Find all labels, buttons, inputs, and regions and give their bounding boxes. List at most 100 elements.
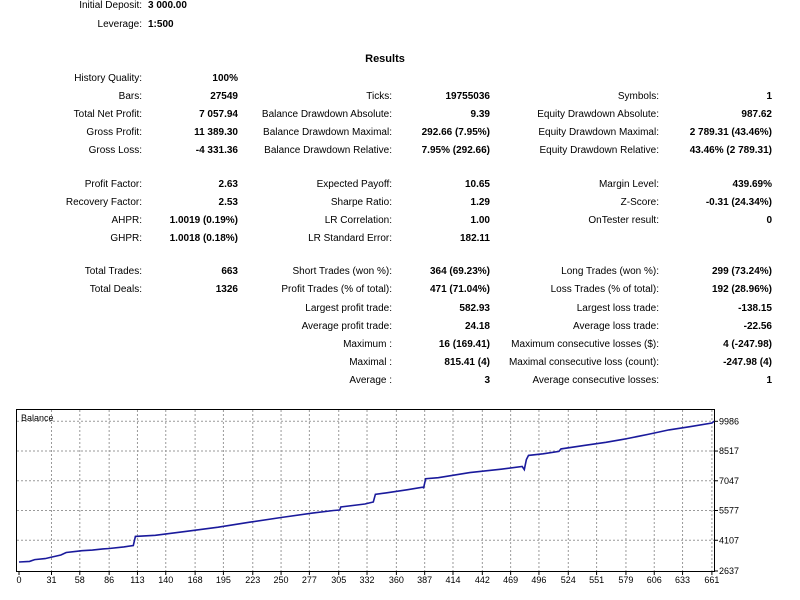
y-axis: 2637 4107 5577 7047 8517 9986	[714, 416, 739, 576]
z-score-value: -0.31 (24.34%)	[705, 197, 772, 208]
x-tick-label: 195	[216, 575, 231, 585]
series-layer	[18, 420, 715, 563]
x-tick-label: 387	[417, 575, 432, 585]
maximal-consec-loss-label: Maximal consecutive loss (count):	[508, 357, 659, 368]
lr-std-error-value: 182.11	[459, 233, 490, 244]
ticks-label: Ticks:	[366, 91, 392, 102]
avg-loss-label: Average loss trade:	[573, 321, 659, 332]
x-tick-label: 606	[647, 575, 662, 585]
y-tick-label: 4107	[719, 535, 739, 545]
grid	[17, 410, 714, 571]
balance-dd-max-value: 292.66 (7.95%)	[421, 127, 490, 138]
x-tick-label: 223	[245, 575, 260, 585]
long-trades-label: Long Trades (won %):	[561, 266, 659, 277]
profit-factor-label: Profit Factor:	[84, 179, 142, 190]
avg-loss-value: -22.56	[743, 321, 772, 332]
ghpr-label: GHPR:	[110, 233, 142, 244]
maximal-consec-loss-value: -247.98 (4)	[723, 357, 772, 368]
x-tick-label: 661	[704, 575, 719, 585]
short-trades-label: Short Trades (won %):	[292, 266, 392, 277]
total-net-profit-value: 7 057.94	[199, 109, 238, 120]
history-quality-label: History Quality:	[74, 73, 142, 84]
gross-profit-value: 11 389.30	[194, 127, 238, 138]
equity-dd-rel-value: 43.46% (2 789.31)	[689, 145, 772, 156]
balance-chart-svg: Balance 2637 4107 5577 7047 8517 9986 0 31 58 86…	[16, 409, 739, 585]
z-score-label: Z-Score:	[620, 197, 659, 208]
x-tick-label: 58	[75, 575, 85, 585]
equity-dd-rel-label: Equity Drawdown Relative:	[539, 145, 660, 156]
margin-level-label: Margin Level:	[598, 179, 659, 190]
initial-deposit-label: Initial Deposit:	[79, 0, 142, 11]
total-trades-label: Total Trades:	[84, 266, 142, 277]
largest-profit-label: Largest profit trade:	[305, 303, 392, 314]
x-tick-label: 551	[589, 575, 604, 585]
x-tick-label: 31	[46, 575, 56, 585]
largest-loss-label: Largest loss trade:	[576, 303, 659, 314]
lr-correlation-value: 1.00	[470, 215, 490, 226]
initial-deposit-value: 3 000.00	[148, 0, 187, 11]
bars-value: 27549	[210, 91, 238, 102]
leverage-label: Leverage:	[97, 19, 142, 30]
x-axis: 0 31 58 86 113 140 168 195 223 250 277 305 332 360 387…	[16, 571, 719, 585]
profit-trades-value: 471 (71.04%)	[429, 284, 490, 295]
total-trades-value: 663	[221, 266, 238, 277]
x-tick-label: 360	[389, 575, 404, 585]
balance-dd-abs-label: Balance Drawdown Absolute:	[261, 109, 392, 120]
ahpr-label: AHPR:	[111, 215, 142, 226]
x-tick-label: 250	[274, 575, 289, 585]
total-net-profit-label: Total Net Profit:	[73, 109, 142, 120]
profit-trades-label: Profit Trades (% of total):	[281, 284, 392, 295]
y-tick-label: 9986	[719, 416, 739, 426]
avg-consec-wins-value: 3	[484, 375, 490, 386]
loss-trades-value: 192 (28.96%)	[711, 284, 772, 295]
equity-dd-max-label: Equity Drawdown Maximal:	[538, 127, 659, 138]
x-tick-label: 414	[445, 575, 460, 585]
max-consec-wins-value: 16 (169.41)	[438, 339, 490, 350]
x-tick-label: 496	[531, 575, 546, 585]
sharpe-ratio-label: Sharpe Ratio:	[330, 197, 392, 208]
balance-dd-abs-value: 9.39	[470, 109, 490, 120]
expected-payoff-label: Expected Payoff:	[316, 179, 392, 190]
equity-dd-max-value: 2 789.31 (43.46%)	[689, 127, 772, 138]
x-tick-label: 168	[188, 575, 203, 585]
balance-dd-max-label: Balance Drawdown Maximal:	[263, 127, 392, 138]
margin-level-value: 439.69%	[732, 179, 772, 190]
x-tick-label: 524	[561, 575, 576, 585]
equity-dd-abs-value: 987.62	[741, 109, 772, 120]
max-consec-losses-label: Maximum consecutive losses ($):	[511, 339, 659, 350]
y-tick-label: 8517	[719, 446, 739, 456]
x-tick-label: 277	[302, 575, 317, 585]
maximal-consec-profit-label: Maximal :	[349, 357, 392, 368]
avg-consec-wins-label: Average :	[349, 375, 392, 386]
lr-std-error-label: LR Standard Error:	[308, 233, 392, 244]
profit-factor-value: 2.63	[218, 179, 238, 190]
largest-loss-value: -138.15	[738, 303, 772, 314]
avg-consec-losses-label: Average consecutive losses:	[532, 375, 659, 386]
avg-profit-label: Average profit trade:	[301, 321, 392, 332]
history-quality-value: 100%	[212, 73, 238, 84]
gross-loss-label: Gross Loss:	[88, 145, 142, 156]
x-tick-label: 469	[503, 575, 518, 585]
x-tick-label: 113	[130, 575, 144, 585]
total-deals-value: 1326	[215, 284, 238, 295]
equity-dd-abs-label: Equity Drawdown Absolute:	[537, 109, 659, 120]
x-tick-label: 442	[475, 575, 490, 585]
x-tick-label: 579	[618, 575, 633, 585]
maximal-consec-profit-value: 815.41 (4)	[444, 357, 490, 368]
avg-consec-losses-value: 1	[766, 375, 772, 386]
ticks-value: 19755036	[445, 91, 491, 102]
loss-trades-label: Loss Trades (% of total):	[550, 284, 659, 295]
avg-profit-value: 24.18	[464, 321, 490, 332]
total-deals-label: Total Deals:	[89, 284, 142, 295]
max-consec-losses-value: 4 (-247.98)	[723, 339, 772, 350]
balance-chart: Balance 2637 4107 5577 7047 8517 9986 0 31 58 86…	[16, 409, 739, 585]
gross-loss-value: -4 331.36	[195, 145, 238, 156]
balance-dd-rel-value: 7.95% (292.66)	[421, 145, 490, 156]
expected-payoff-value: 10.65	[464, 179, 490, 190]
y-tick-label: 7047	[719, 476, 739, 486]
x-tick-label: 332	[360, 575, 375, 585]
long-trades-value: 299 (73.24%)	[711, 266, 772, 277]
ontester-value: 0	[766, 215, 772, 226]
x-tick-label: 0	[16, 575, 21, 585]
symbols-label: Symbols:	[617, 91, 659, 102]
